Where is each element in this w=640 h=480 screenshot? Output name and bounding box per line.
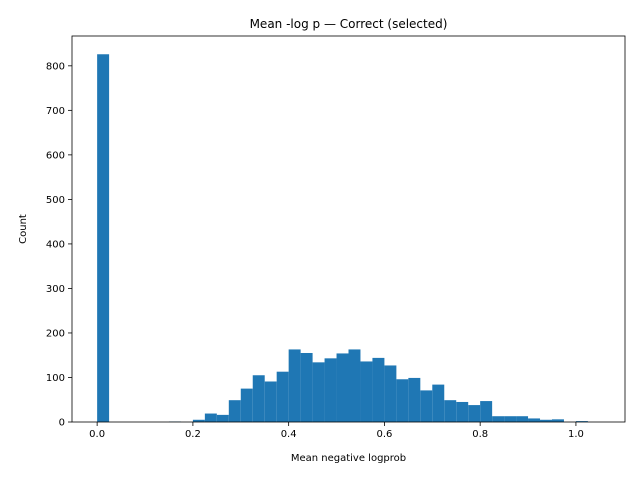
y-tick-label: 300 [46, 284, 65, 295]
x-tick-label: 0.0 [89, 429, 105, 440]
histogram-bar [468, 405, 480, 422]
histogram-bar [97, 54, 109, 422]
x-tick-label: 1.0 [568, 429, 584, 440]
histogram-bar [516, 416, 528, 422]
x-tick-label: 0.2 [185, 429, 201, 440]
x-tick-label: 0.8 [472, 429, 488, 440]
histogram-bar [384, 365, 396, 422]
histogram-bar [528, 418, 540, 422]
histogram-bar [301, 353, 313, 422]
histogram-bar [492, 416, 504, 422]
y-tick-label: 500 [46, 195, 65, 206]
y-tick-label: 600 [46, 150, 65, 161]
histogram-bar [420, 390, 432, 422]
histogram-bar [480, 401, 492, 422]
x-tick-label: 0.6 [376, 429, 392, 440]
y-tick-label: 200 [46, 328, 65, 339]
y-tick-label: 400 [46, 239, 65, 250]
y-axis-label: Count [18, 214, 29, 244]
histogram-bar [408, 378, 420, 422]
y-tick-label: 100 [46, 373, 65, 384]
histogram-bar [396, 379, 408, 422]
histogram-bar [313, 362, 325, 422]
histogram-bar [372, 358, 384, 422]
histogram-bar [229, 400, 241, 422]
histogram-bar [289, 349, 301, 422]
histogram-bar [552, 419, 564, 422]
histogram-bar [253, 375, 265, 422]
x-axis-label: Mean negative logprob [291, 453, 406, 464]
histogram-bar [432, 385, 444, 422]
histogram-bar [205, 414, 217, 422]
histogram-bar [325, 358, 337, 422]
histogram-bar [360, 361, 372, 422]
histogram-bar [217, 415, 229, 422]
y-tick-label: 800 [46, 61, 65, 72]
chart-title: Mean -log p — Correct (selected) [250, 17, 448, 31]
y-tick-label: 0 [59, 418, 65, 429]
histogram-bar [349, 349, 361, 422]
histogram-bar [337, 353, 349, 422]
histogram-bar [241, 389, 253, 422]
histogram-bar [444, 400, 456, 422]
histogram-bar [277, 372, 289, 422]
x-tick-label: 0.4 [281, 429, 297, 440]
histogram-bar [504, 416, 516, 422]
histogram-bar [265, 381, 277, 422]
histogram-bar [456, 402, 468, 422]
y-tick-label: 700 [46, 106, 65, 117]
